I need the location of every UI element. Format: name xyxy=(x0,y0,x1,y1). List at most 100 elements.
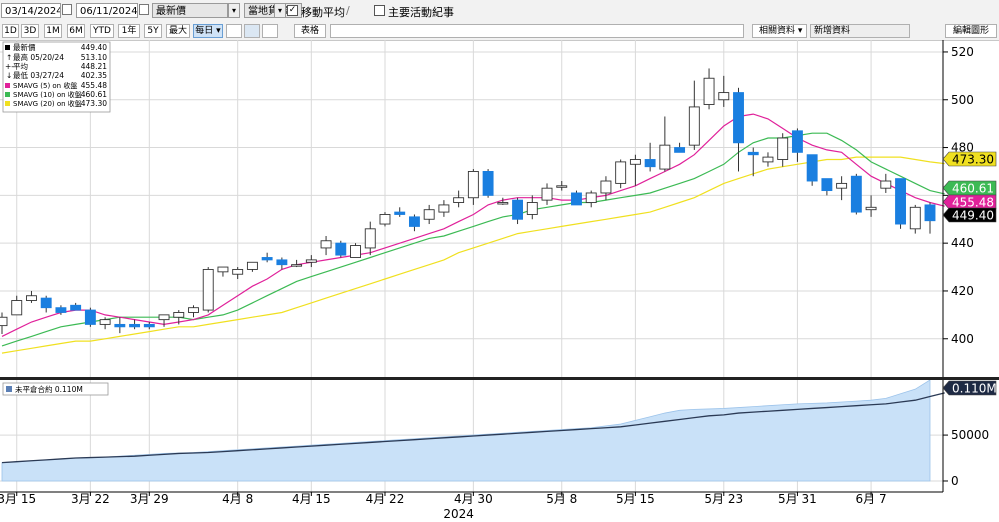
candle xyxy=(688,80,700,150)
candle-body-up xyxy=(600,180,612,194)
candle-body-down xyxy=(55,307,67,313)
moving-avg-checkbox[interactable]: ✓ xyxy=(287,5,298,16)
candle-body-up xyxy=(0,316,8,327)
oi-badge-value: 0.110M xyxy=(952,382,997,396)
legend-high-icon: ↑ xyxy=(6,53,12,62)
legend-last-marker xyxy=(5,45,10,50)
candle-body-up xyxy=(453,197,465,203)
legend-high-label: 最高 05/20/24 xyxy=(13,52,64,62)
x-tick-label: 5月 23 xyxy=(704,492,743,506)
candle xyxy=(865,195,877,217)
x-tick-label: 4月 8 xyxy=(222,492,253,506)
period-ytd-button[interactable]: YTD xyxy=(90,24,114,38)
y-tick-label: 420 xyxy=(951,284,974,298)
period-5y-button[interactable]: 5Y xyxy=(144,24,162,38)
candle-body-down xyxy=(806,154,818,182)
sma5-line xyxy=(1,113,945,337)
x-tick-label: 5月 31 xyxy=(778,492,817,506)
add-data-label: 新增資料 xyxy=(814,26,851,36)
start-calendar-icon[interactable] xyxy=(62,4,72,15)
legend-sma5-value: 455.48 xyxy=(81,81,107,90)
end-date-field[interactable]: 06/11/2024 xyxy=(76,3,138,18)
candle xyxy=(394,207,406,217)
candle xyxy=(276,257,288,270)
y-tick-label: 440 xyxy=(951,236,974,250)
candle xyxy=(261,252,273,263)
legend-low-icon: ↓ xyxy=(6,71,12,80)
period-1y-button[interactable]: 1年 xyxy=(118,24,140,38)
candle-body-up xyxy=(438,204,450,213)
period-1d-button[interactable]: 1D xyxy=(2,24,19,38)
period-1m-button[interactable]: 1M xyxy=(44,24,62,38)
sma20-badge-shape xyxy=(942,151,997,167)
period-3d-button[interactable]: 3D xyxy=(21,24,39,38)
candle-body-up xyxy=(217,266,229,273)
toolbar-secondary: 1D 3D 1M 6M YTD 1年 5Y 最大 每日 ▾ 表格 相關資料 ▾ … xyxy=(0,22,999,41)
candle xyxy=(733,87,744,172)
chart-type-button[interactable] xyxy=(226,24,242,38)
candle-body-up xyxy=(703,77,715,105)
legend-avg-icon: +- xyxy=(5,62,14,71)
candle xyxy=(703,68,715,110)
currency-dropdown-icon[interactable]: ▾ xyxy=(274,3,286,18)
table-button[interactable]: 表格 xyxy=(294,24,326,38)
candle xyxy=(26,290,37,303)
search-bar[interactable] xyxy=(330,24,744,38)
candle-body-up xyxy=(688,106,700,146)
candle-body-up xyxy=(305,259,317,263)
related-data-button[interactable]: 相關資料 ▾ xyxy=(752,24,807,38)
candle xyxy=(747,147,759,177)
price-gridlines xyxy=(0,40,943,492)
oi-legend: 未平倉合約 0.110M xyxy=(2,382,109,396)
candle-body-up xyxy=(423,209,435,220)
y-tick-label: 480 xyxy=(951,141,974,155)
candle-body-down xyxy=(850,175,862,213)
sma20-line xyxy=(1,156,945,354)
price-type-select[interactable]: 最新價 xyxy=(152,3,228,18)
candle-body-down xyxy=(143,323,155,328)
candle-body-down xyxy=(821,178,833,192)
chart-style-button[interactable] xyxy=(244,24,260,38)
edit-chart-button[interactable]: 編輯圖形 xyxy=(945,24,997,38)
end-calendar-icon[interactable] xyxy=(139,4,149,15)
sma20-badge: 473.30 xyxy=(942,151,997,167)
moving-avg-label: 移動平均 xyxy=(301,6,345,19)
candle-body-up xyxy=(718,92,730,101)
sma10-badge: 460.61 xyxy=(942,180,997,196)
price-type-dropdown-icon[interactable]: ▾ xyxy=(228,3,240,18)
events-label: 主要活動紀事 xyxy=(388,6,454,19)
legend-sma10-label: SMAVG (10) on 收盤 xyxy=(13,90,82,99)
chart-option-button[interactable] xyxy=(262,24,278,38)
candle xyxy=(320,235,332,256)
candle-body-down xyxy=(791,130,803,153)
related-data-label: 相關資料 xyxy=(759,26,796,36)
edit-chart-label: 編輯圖形 xyxy=(952,26,989,36)
events-checkbox[interactable] xyxy=(374,5,385,16)
sma10-badge-shape xyxy=(942,180,997,196)
candle-body-down xyxy=(512,199,524,220)
period-max-button[interactable]: 最大 xyxy=(166,24,190,38)
period-6m-button[interactable]: 6M xyxy=(67,24,85,38)
candle-body-down xyxy=(895,178,906,225)
start-date-field[interactable]: 03/14/2024 xyxy=(1,3,61,18)
legend-last-label: 最新價 xyxy=(13,42,36,52)
toolbar-primary: 03/14/2024 06/11/2024 最新價 ▾ 當地貨幣 ▾ ✓ 移動平… xyxy=(0,0,999,23)
x-tick-label: 4月 30 xyxy=(454,492,493,506)
pencil-icon[interactable]: ∕ xyxy=(346,4,350,17)
candle-body-down xyxy=(70,304,82,311)
candle xyxy=(791,128,803,162)
candle-body-up xyxy=(188,307,199,313)
candle-body-up xyxy=(202,268,214,311)
candle-body-down xyxy=(394,211,406,215)
legend-oi-swatch xyxy=(6,386,12,392)
candle xyxy=(99,317,111,330)
add-data-button[interactable]: 新增資料 xyxy=(810,24,910,38)
candle-body-up xyxy=(467,171,479,199)
candle-body-up xyxy=(777,137,789,160)
candle-body-up xyxy=(158,314,170,321)
frequency-daily-button[interactable]: 每日 ▾ xyxy=(193,24,223,38)
candle-body-down xyxy=(129,323,141,328)
